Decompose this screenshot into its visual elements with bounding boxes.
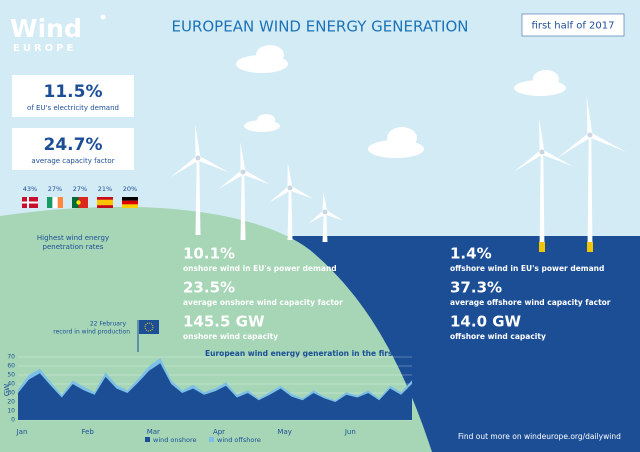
tower [287, 188, 293, 240]
stat-value: 10.1% [183, 245, 235, 263]
stat-value: 14.0 GW [450, 313, 522, 331]
blade [240, 142, 246, 173]
foundation [539, 242, 545, 252]
hub [587, 132, 593, 138]
stat-value: 24.7% [44, 135, 103, 155]
y-tick-label: 70 [7, 354, 15, 361]
blade [540, 149, 573, 167]
logo: Wind [10, 14, 82, 43]
x-tick-label: May [277, 428, 291, 436]
blade [195, 124, 201, 159]
y-tick-label: 30 [7, 390, 15, 397]
tower [240, 172, 246, 240]
hub [287, 185, 293, 191]
y-tick-label: 0 [11, 417, 15, 424]
x-tick-label: Feb [81, 428, 94, 436]
blade [322, 192, 328, 213]
x-tick-label: Apr [213, 428, 225, 436]
flag-ie [47, 197, 63, 208]
turbines [170, 95, 627, 252]
flag-de [122, 197, 138, 208]
legend-label: wind offshore [217, 436, 261, 444]
legend-swatch [209, 437, 214, 442]
stat-label: of EU's electricity demand [27, 104, 119, 112]
flags-caption: Highest wind energy [37, 234, 109, 242]
stat-value: 37.3% [450, 279, 502, 297]
flags-caption: penetration rates [43, 243, 104, 251]
stat-value: 11.5% [44, 82, 103, 102]
stat-label: average offshore wind capacity factor [450, 298, 611, 307]
y-tick-label: 40 [7, 381, 15, 388]
hub [322, 209, 328, 215]
stat-label: offshore wind capacity [450, 332, 546, 341]
rate-label: 27% [48, 185, 62, 193]
blade [588, 132, 627, 152]
blade [218, 169, 245, 190]
stat-value: 1.4% [450, 245, 492, 263]
area [18, 363, 412, 420]
period: first half of 2017 [532, 21, 615, 32]
blade [287, 162, 293, 189]
blade [539, 118, 545, 153]
rate-label: 43% [23, 185, 37, 193]
annotation: 22 February [90, 321, 127, 328]
flags [22, 197, 138, 208]
stat-box [12, 75, 134, 117]
stat-value: 23.5% [183, 279, 235, 297]
blade [288, 185, 314, 199]
y-axis-label: GW [3, 384, 11, 396]
foundation [587, 242, 593, 252]
logo-sub: EUROPE [13, 43, 76, 54]
blade [586, 95, 593, 136]
footer: Find out more on windeurope.org/dailywin… [458, 432, 621, 441]
blade [241, 169, 271, 185]
area [18, 357, 412, 402]
tower [587, 135, 593, 250]
blade [268, 185, 292, 203]
blade [170, 155, 200, 178]
blade [557, 132, 592, 158]
y-tick-label: 20 [7, 399, 15, 406]
stat-label: average capacity factor [31, 157, 114, 165]
chart-title: European wind energy generation in the f… [205, 349, 449, 358]
tower [322, 212, 328, 242]
x-tick-label: Mar [147, 428, 160, 436]
hub [195, 155, 201, 161]
flag-pt [72, 197, 88, 208]
y-tick-label: 10 [7, 408, 15, 415]
x-tick-label: Jan [16, 428, 28, 436]
rate-label: 21% [98, 185, 112, 193]
blade [323, 209, 344, 221]
stat-label: offshore wind in EU's power demand [450, 264, 604, 273]
stat-box [12, 128, 134, 170]
period-box [521, 13, 625, 37]
eu-flag [137, 320, 159, 352]
y-tick-label: 50 [7, 372, 15, 379]
hub [240, 169, 246, 175]
legend-label: wind onshore [153, 436, 197, 444]
flag-dk [22, 197, 38, 208]
blade [196, 155, 229, 173]
title: EUROPEAN WIND ENERGY GENERATION [172, 18, 469, 36]
rate-label: 27% [73, 185, 87, 193]
annotation: record in wind production [53, 329, 130, 336]
flag-es [97, 197, 113, 208]
legend-swatch [145, 437, 150, 442]
stat-label: average onshore wind capacity factor [183, 298, 343, 307]
logo-dot [100, 14, 106, 20]
stat-label: onshore wind capacity [183, 332, 278, 341]
clouds [236, 45, 566, 158]
blade [514, 149, 544, 172]
hub [539, 149, 545, 155]
y-tick-label: 60 [7, 363, 15, 370]
stat-label: onshore wind in EU's power demand [183, 264, 337, 273]
rate-label: 20% [123, 185, 137, 193]
blade [308, 209, 327, 224]
tower [195, 158, 201, 235]
stat-value: 145.5 GW [183, 313, 265, 331]
x-tick-label: Jun [344, 428, 356, 436]
tower [539, 152, 545, 250]
